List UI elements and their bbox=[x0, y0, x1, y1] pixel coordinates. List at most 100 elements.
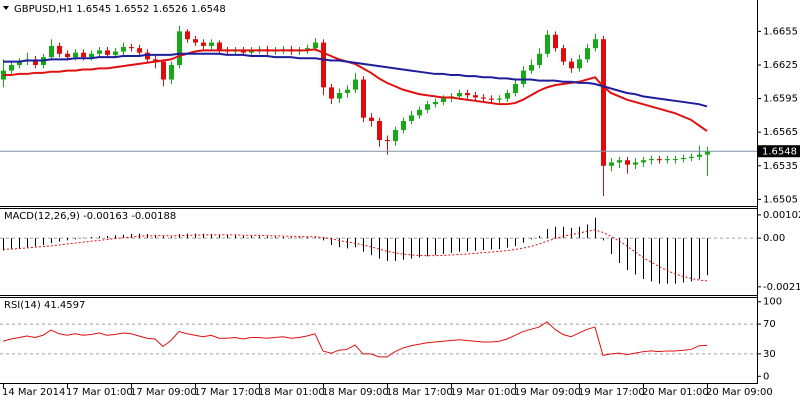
candle-body bbox=[465, 92, 470, 96]
candle-body bbox=[249, 50, 254, 53]
x-tick-label: 19 Mar 17:00 bbox=[578, 387, 645, 398]
candle-body bbox=[601, 39, 606, 166]
x-tick-label: 19 Mar 09:00 bbox=[514, 387, 581, 398]
candle-body bbox=[625, 160, 630, 165]
candle-body bbox=[697, 154, 702, 157]
candle-body bbox=[217, 42, 222, 51]
candle-body bbox=[313, 42, 318, 49]
macd-title: MACD(12,26,9) -0.00163 -0.00188 bbox=[4, 211, 176, 222]
candle-body bbox=[521, 70, 526, 85]
candle-body bbox=[369, 117, 374, 121]
candle-body bbox=[73, 52, 78, 58]
candle-body bbox=[9, 64, 14, 71]
y-tick-label: 1.6625 bbox=[763, 60, 798, 71]
candle-body bbox=[305, 48, 310, 51]
candle-body bbox=[153, 59, 158, 62]
candle-body bbox=[545, 34, 550, 54]
candle-body bbox=[353, 79, 358, 90]
x-tick-label: 20 Mar 01:00 bbox=[642, 387, 709, 398]
candle-body bbox=[121, 47, 126, 52]
last-price-box bbox=[758, 145, 800, 158]
x-tick-label: 17 Mar 01:00 bbox=[66, 387, 133, 398]
candle-body bbox=[129, 47, 134, 49]
candle-body bbox=[649, 159, 654, 161]
candle-body bbox=[89, 53, 94, 58]
x-tick-label: 18 Mar 09:00 bbox=[322, 387, 389, 398]
y-tick-label: 1.6565 bbox=[763, 127, 798, 138]
candle-body bbox=[609, 162, 614, 166]
y-tick-label: 100 bbox=[763, 297, 782, 308]
candle-body bbox=[137, 48, 142, 53]
candle-body bbox=[473, 95, 478, 98]
candle-body bbox=[145, 52, 150, 60]
y-tick-label: 1.6595 bbox=[763, 94, 798, 105]
candle-body bbox=[481, 97, 486, 99]
x-tick-label: 17 Mar 09:00 bbox=[130, 387, 197, 398]
x-tick-label: 19 Mar 01:00 bbox=[450, 387, 517, 398]
last-price-label: 1.6548 bbox=[762, 147, 797, 158]
candle-body bbox=[329, 87, 334, 99]
candle-body bbox=[185, 31, 190, 40]
candle-body bbox=[441, 98, 446, 102]
candle-body bbox=[177, 31, 182, 65]
candle-body bbox=[529, 64, 534, 71]
candle-body bbox=[337, 92, 342, 99]
x-tick-label: 17 Mar 17:00 bbox=[194, 387, 261, 398]
candle-body bbox=[361, 79, 366, 118]
y-tick-label: 1.6535 bbox=[763, 161, 798, 172]
candle-body bbox=[681, 157, 686, 160]
y-tick-label: 0.00102 bbox=[763, 210, 800, 221]
candle-body bbox=[105, 50, 110, 55]
candle-body bbox=[617, 160, 622, 163]
candle-body bbox=[657, 159, 662, 161]
x-tick-label: 20 Mar 09:00 bbox=[706, 387, 773, 398]
candle-body bbox=[97, 50, 102, 54]
candle-body bbox=[489, 98, 494, 100]
macd-signal bbox=[2, 229, 708, 282]
chart-title: GBPUSD,H1 1.6545 1.6552 1.6526 1.6548 bbox=[14, 4, 226, 15]
candle-body bbox=[457, 92, 462, 97]
moving-average bbox=[3, 52, 708, 108]
y-tick-label: 30 bbox=[763, 349, 776, 360]
candle-body bbox=[409, 115, 414, 121]
candle-body bbox=[81, 52, 86, 58]
y-tick-label: 70 bbox=[763, 319, 776, 330]
x-tick-label: 18 Mar 17:00 bbox=[386, 387, 453, 398]
candle-body bbox=[665, 159, 670, 161]
candle-body bbox=[641, 160, 646, 163]
candle-body bbox=[385, 140, 390, 142]
candle-body bbox=[169, 64, 174, 80]
candle-body bbox=[537, 53, 542, 65]
y-tick-label: 0.00 bbox=[763, 233, 785, 244]
candle-body bbox=[241, 50, 246, 53]
x-tick-label: 18 Mar 01:00 bbox=[258, 387, 325, 398]
candle-body bbox=[393, 129, 398, 142]
candle-body bbox=[193, 39, 198, 43]
y-tick-label: 1.6655 bbox=[763, 26, 798, 37]
candle-body bbox=[585, 48, 590, 60]
candle-body bbox=[505, 92, 510, 99]
candle-body bbox=[569, 61, 574, 69]
candle-body bbox=[49, 45, 54, 58]
y-tick-label: 0 bbox=[763, 371, 769, 382]
candle-body bbox=[401, 120, 406, 130]
y-tick-label: -0.00214 bbox=[763, 282, 800, 293]
candle-body bbox=[161, 61, 166, 80]
candle-body bbox=[57, 45, 62, 54]
rsi-line bbox=[2, 321, 708, 358]
candle-body bbox=[497, 98, 502, 100]
plot-area: 1.6505 1.6535 1.6565 1.6595 1.6625 1.6655 1.65… bbox=[0, 25, 800, 398]
candle-body bbox=[561, 48, 566, 62]
symbol-menu-icon[interactable] bbox=[3, 6, 9, 10]
candle-body bbox=[113, 51, 118, 55]
candle-body bbox=[345, 89, 350, 93]
candle-body bbox=[593, 39, 598, 49]
candle-body bbox=[209, 42, 214, 46]
candle-body bbox=[17, 61, 22, 65]
candle-body bbox=[513, 84, 518, 93]
y-tick-label: 1.6505 bbox=[763, 194, 798, 205]
candle-body bbox=[377, 120, 382, 141]
moving-average bbox=[3, 48, 708, 132]
